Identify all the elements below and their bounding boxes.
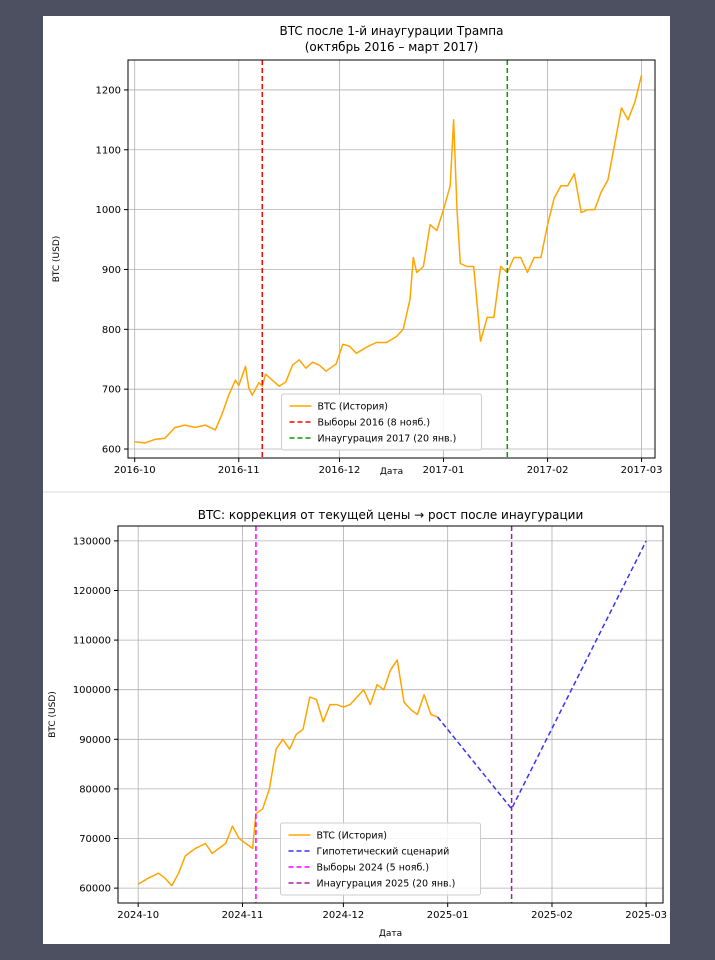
chart-subtitle: (октябрь 2016 – март 2017) bbox=[305, 40, 479, 54]
legend-label: BTC (История) bbox=[318, 402, 388, 413]
x-tick-label: 2024-10 bbox=[117, 910, 159, 921]
y-tick-label: 700 bbox=[102, 385, 121, 396]
y-tick-label: 70000 bbox=[79, 834, 111, 845]
legend-label: Выборы 2016 (8 нояб.) bbox=[318, 418, 431, 429]
chart-2: 2024-10 2024-11 2024-12 2025-01 2025-02 2025-… bbox=[48, 508, 667, 939]
figure-canvas: 2016-10 2016-11 2016-12 2017-01 2017-02 2017-… bbox=[43, 16, 670, 944]
x-tick-label: 2025-03 bbox=[625, 910, 667, 921]
charts-svg: 2016-10 2016-11 2016-12 2017-01 2017-02 2017-… bbox=[43, 24, 670, 939]
x-tick-label: 2016-10 bbox=[114, 465, 156, 476]
x-tick-label: 2016-11 bbox=[218, 465, 260, 476]
legend-box bbox=[280, 822, 481, 896]
chart-1: 2016-10 2016-11 2016-12 2017-01 2017-02 2017-… bbox=[52, 24, 662, 477]
x-tick-label: 2025-02 bbox=[531, 910, 573, 921]
chart-title: BTC: коррекция от текущей цены → рост по… bbox=[198, 508, 584, 522]
y-tick-label: 110000 bbox=[73, 636, 111, 647]
x-tick-label: 2016-12 bbox=[319, 465, 361, 476]
y-tick-label: 800 bbox=[102, 325, 121, 336]
chart-title: BTC после 1-й инаугурации Трампа bbox=[280, 24, 504, 38]
series-line-2 bbox=[437, 540, 647, 810]
x-tick-label: 2024-12 bbox=[323, 910, 365, 921]
y-tick-label: 1200 bbox=[96, 85, 121, 96]
legend-label: Гипотетический сценарий bbox=[317, 847, 450, 858]
legend-box bbox=[281, 393, 482, 451]
legend-label: Выборы 2024 (5 нояб.) bbox=[317, 863, 430, 874]
y-tick-label: 900 bbox=[102, 265, 121, 276]
legend: BTC (История) Выборы 2016 (8 нояб.) Инаугу… bbox=[281, 393, 482, 451]
series-line-1 bbox=[134, 74, 643, 444]
y-tick-label: 1100 bbox=[96, 145, 121, 156]
y-tick-label: 120000 bbox=[73, 586, 111, 597]
legend-label: Инаугурация 2017 (20 янв.) bbox=[318, 434, 457, 445]
x-axis-label: Дата bbox=[380, 467, 403, 477]
legend-label: Инаугурация 2025 (20 янв.) bbox=[317, 879, 456, 890]
x-tick-label: 2025-01 bbox=[427, 910, 469, 921]
x-tick-label: 2017-01 bbox=[423, 465, 465, 476]
x-axis-label: Дата bbox=[379, 929, 402, 939]
y-tick-label: 60000 bbox=[79, 884, 111, 895]
plot-frame bbox=[117, 525, 664, 904]
y-tick-label: 100000 bbox=[73, 685, 111, 696]
legend: BTC (История) Гипотетический сценарий Выбо… bbox=[280, 822, 481, 896]
x-tick-label: 2017-03 bbox=[621, 465, 663, 476]
y-tick-label: 80000 bbox=[79, 784, 111, 795]
plot-frame bbox=[127, 59, 656, 459]
x-tick-label: 2017-02 bbox=[527, 465, 569, 476]
legend-label: BTC (История) bbox=[317, 831, 387, 842]
y-tick-label: 130000 bbox=[73, 536, 111, 547]
x-tick-label: 2024-11 bbox=[222, 910, 264, 921]
series-line-1 bbox=[137, 659, 438, 887]
y-axis-label: BTC (USD) bbox=[52, 236, 62, 283]
y-tick-label: 600 bbox=[102, 445, 121, 456]
y-axis-label: BTC (USD) bbox=[48, 691, 58, 738]
y-tick-label: 1000 bbox=[96, 205, 121, 216]
y-tick-label: 90000 bbox=[79, 735, 111, 746]
